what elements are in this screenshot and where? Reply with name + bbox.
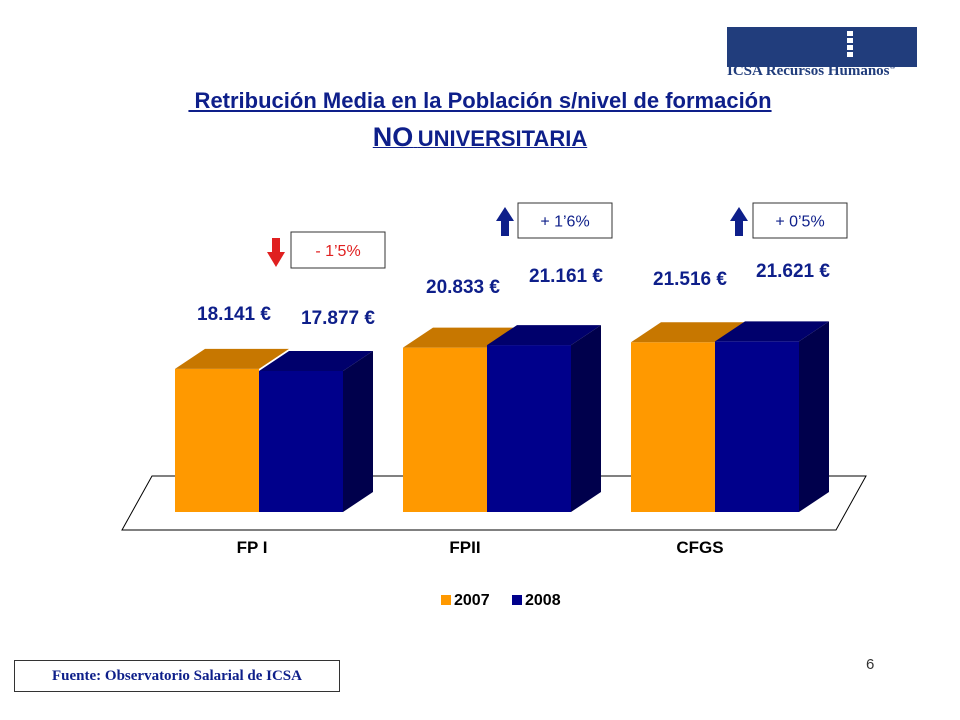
logo-dots-icon: [847, 31, 853, 59]
bar-top-2007-1: [403, 327, 517, 348]
subtitle-small: UNIVERSITARIA: [417, 126, 588, 151]
arrow-up-icon: [730, 207, 748, 236]
logo-text: ICSA Recursos Humanos®: [727, 62, 896, 79]
bar-2008-1: [487, 345, 571, 512]
subtitle-big: NO: [372, 122, 414, 152]
change-label-0: - 1’5%: [315, 243, 360, 260]
page-number: 6: [866, 656, 875, 673]
legend-label-2007: 2007: [454, 592, 490, 609]
source-note: Fuente: Observatorio Salarial de ICSA: [14, 660, 340, 692]
arrow-down-icon: [267, 238, 285, 267]
bar-top-2007-0: [175, 348, 289, 369]
value-label-2008-0: 17.877 €: [301, 308, 375, 329]
bar-2008-2: [715, 341, 799, 512]
value-label-2007-0: 18.141 €: [197, 304, 271, 325]
legend-swatch-2007: [441, 595, 451, 605]
arrow-up-icon: [496, 207, 514, 236]
value-label-2007-1: 20.833 €: [426, 277, 500, 298]
value-label-2008-2: 21.621 €: [756, 261, 830, 282]
category-label-0: FP I: [237, 538, 268, 557]
category-label-1: FPII: [449, 538, 480, 557]
bar-2008-0: [259, 370, 343, 512]
change-label-2: + 0’5%: [775, 214, 824, 231]
change-box-0: [290, 231, 386, 269]
bar-2007-2: [631, 342, 715, 512]
legend-label-2008: 2008: [525, 592, 561, 609]
chart-subtitle: NO UNIVERSITARIA: [0, 122, 960, 153]
bar-top-2008-2: [715, 321, 829, 342]
bar-side-2008-2: [799, 321, 829, 512]
legend-swatch-2008: [512, 595, 522, 605]
bar-2007-0: [175, 368, 259, 512]
chart-title: Retribución Media en la Población s/nive…: [188, 88, 772, 113]
bar-side-2008-1: [571, 325, 601, 512]
bar-top-2008-0: [259, 350, 373, 371]
bar-2007-1: [403, 347, 487, 512]
bar-top-2007-2: [631, 322, 745, 343]
category-label-2: CFGS: [676, 538, 723, 557]
value-label-2008-1: 21.161 €: [529, 266, 603, 287]
change-label-1: + 1’6%: [540, 214, 589, 231]
bar-top-2008-1: [487, 325, 601, 346]
change-box-1: [517, 202, 613, 239]
bar-side-2008-0: [343, 350, 373, 512]
change-box-2: [752, 202, 848, 239]
logo-banner: [727, 27, 917, 67]
value-label-2007-2: 21.516 €: [653, 269, 727, 290]
